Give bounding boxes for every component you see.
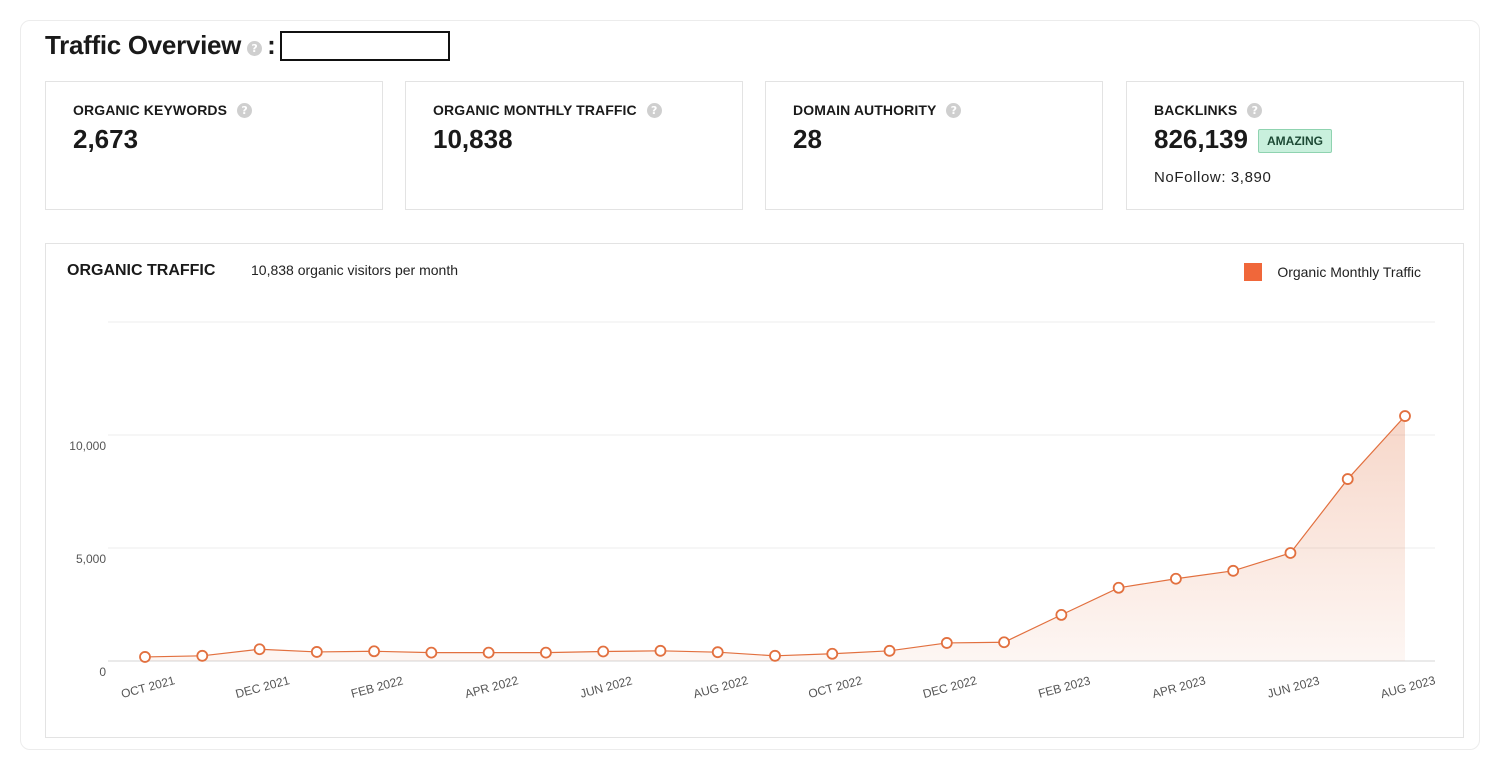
question-circle-icon[interactable]: ? <box>237 102 253 118</box>
x-tick-label: FEB 2022 <box>349 673 404 700</box>
organic-monthly-traffic-value: 10,838 <box>433 124 513 154</box>
backlinks-label: BACKLINKS <box>1154 102 1238 118</box>
page-title: Traffic Overview <box>45 30 242 60</box>
data-point[interactable] <box>597 645 610 658</box>
x-tick-label: APR 2023 <box>1151 673 1208 701</box>
domain-authority-label: DOMAIN AUTHORITY <box>793 102 937 118</box>
data-point[interactable] <box>253 643 266 656</box>
question-circle-icon[interactable]: ? <box>1247 102 1263 118</box>
backlinks-value: 826,139 <box>1154 124 1248 154</box>
data-point[interactable] <box>998 636 1010 649</box>
data-point[interactable] <box>1284 547 1297 559</box>
x-tick-label: APR 2022 <box>463 673 520 701</box>
legend-swatch <box>1244 263 1263 281</box>
data-point[interactable] <box>425 646 438 659</box>
x-tick-label: OCT 2022 <box>807 673 864 701</box>
question-circle-icon[interactable]: ? <box>646 102 662 118</box>
y-tick-label: 5,000 <box>76 552 106 566</box>
x-tick-label: AUG 2023 <box>1379 673 1437 701</box>
question-circle-icon[interactable]: ? <box>946 102 962 118</box>
chart-title: ORGANIC TRAFFIC <box>67 262 216 279</box>
data-point[interactable] <box>654 644 667 657</box>
chart-subtitle: 10,838 organic visitors per month <box>251 262 458 278</box>
data-point[interactable] <box>1112 581 1125 594</box>
x-tick-label: FEB 2023 <box>1037 673 1092 700</box>
y-tick-label: 10,000 <box>69 439 106 453</box>
organic-keywords-value: 2,673 <box>73 124 139 154</box>
data-point[interactable] <box>540 646 552 659</box>
series-area <box>145 416 1405 661</box>
traffic-overview-header: Traffic Overview ? : <box>45 30 450 61</box>
data-point[interactable] <box>196 649 209 662</box>
organic-keywords-card: ORGANIC KEYWORDS ? 2,673 <box>45 81 383 210</box>
data-point[interactable] <box>482 646 495 659</box>
data-point[interactable] <box>940 637 953 649</box>
legend-label: Organic Monthly Traffic <box>1277 264 1421 280</box>
organic-monthly-traffic-label: ORGANIC MONTHLY TRAFFIC <box>433 102 637 118</box>
chart-legend[interactable]: Organic Monthly Traffic <box>1244 263 1421 281</box>
domain-authority-card: DOMAIN AUTHORITY ? 28 <box>765 81 1103 210</box>
organic-monthly-traffic-card: ORGANIC MONTHLY TRAFFIC ? 10,838 <box>405 81 743 210</box>
data-point[interactable] <box>1399 410 1411 422</box>
data-point[interactable] <box>1341 473 1354 485</box>
title-separator: : <box>267 30 276 60</box>
domain-authority-value: 28 <box>793 124 822 154</box>
data-point[interactable] <box>1170 572 1182 585</box>
organic-traffic-chart: 0 5,000 10,000 OCT 2021 DEC 2021 FEB 2022 APR … <box>69 321 1437 701</box>
x-tick-label: DEC 2021 <box>234 673 291 701</box>
x-tick-label: OCT 2021 <box>120 673 177 701</box>
data-point[interactable] <box>368 645 380 658</box>
data-point[interactable] <box>711 646 724 659</box>
data-point[interactable] <box>310 646 323 658</box>
domain-redacted-box <box>279 30 450 61</box>
question-circle-icon[interactable]: ? <box>247 41 263 56</box>
data-point[interactable] <box>769 649 781 662</box>
data-point[interactable] <box>826 647 839 660</box>
data-point[interactable] <box>1055 608 1068 621</box>
organic-traffic-chart-panel: 0 5,000 10,000 OCT 2021 DEC 2021 FEB 2022 APR … <box>45 243 1464 738</box>
x-tick-label: AUG 2022 <box>692 673 750 701</box>
data-point[interactable] <box>1227 564 1240 577</box>
x-tick-label: DEC 2022 <box>921 673 978 701</box>
status-badge: AMAZING <box>1258 129 1332 153</box>
data-point[interactable] <box>883 644 896 657</box>
y-tick-label: 0 <box>99 665 106 679</box>
organic-keywords-label: ORGANIC KEYWORDS <box>73 102 228 118</box>
nofollow-count: NoFollow: 3,890 <box>1154 169 1272 186</box>
backlinks-card: BACKLINKS ? 826,139 AMAZING NoFollow: 3,… <box>1126 81 1464 210</box>
x-tick-label: JUN 2023 <box>1266 673 1321 700</box>
data-point[interactable] <box>139 651 151 663</box>
x-tick-label: JUN 2022 <box>579 673 634 700</box>
